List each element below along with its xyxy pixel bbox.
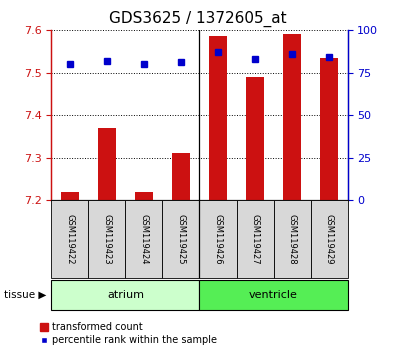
- Bar: [209, 36, 227, 200]
- Bar: [237, 200, 274, 278]
- Text: atrium: atrium: [107, 290, 144, 300]
- Bar: [162, 200, 199, 278]
- Bar: [51, 200, 88, 278]
- Text: GSM119427: GSM119427: [250, 213, 260, 264]
- Bar: [88, 200, 126, 278]
- Text: GSM119426: GSM119426: [213, 213, 222, 264]
- Text: GSM119425: GSM119425: [177, 214, 186, 264]
- Text: tissue ▶: tissue ▶: [4, 290, 46, 300]
- Bar: [274, 200, 310, 278]
- Bar: [126, 200, 162, 278]
- Text: GSM119424: GSM119424: [139, 214, 149, 264]
- Bar: [51, 280, 199, 310]
- Text: GDS3625 / 1372605_at: GDS3625 / 1372605_at: [109, 11, 286, 27]
- Bar: [172, 153, 190, 200]
- Bar: [98, 128, 116, 200]
- Bar: [60, 192, 79, 200]
- Bar: [283, 34, 301, 200]
- Legend: transformed count, percentile rank within the sample: transformed count, percentile rank withi…: [36, 319, 221, 349]
- Text: GSM119429: GSM119429: [325, 214, 334, 264]
- Text: GSM119422: GSM119422: [65, 214, 74, 264]
- Bar: [320, 58, 339, 200]
- Bar: [310, 200, 348, 278]
- Bar: [246, 77, 264, 200]
- Bar: [199, 200, 237, 278]
- Bar: [135, 192, 153, 200]
- Text: GSM119423: GSM119423: [102, 213, 111, 264]
- Text: GSM119428: GSM119428: [288, 213, 297, 264]
- Bar: [199, 280, 348, 310]
- Text: ventricle: ventricle: [249, 290, 298, 300]
